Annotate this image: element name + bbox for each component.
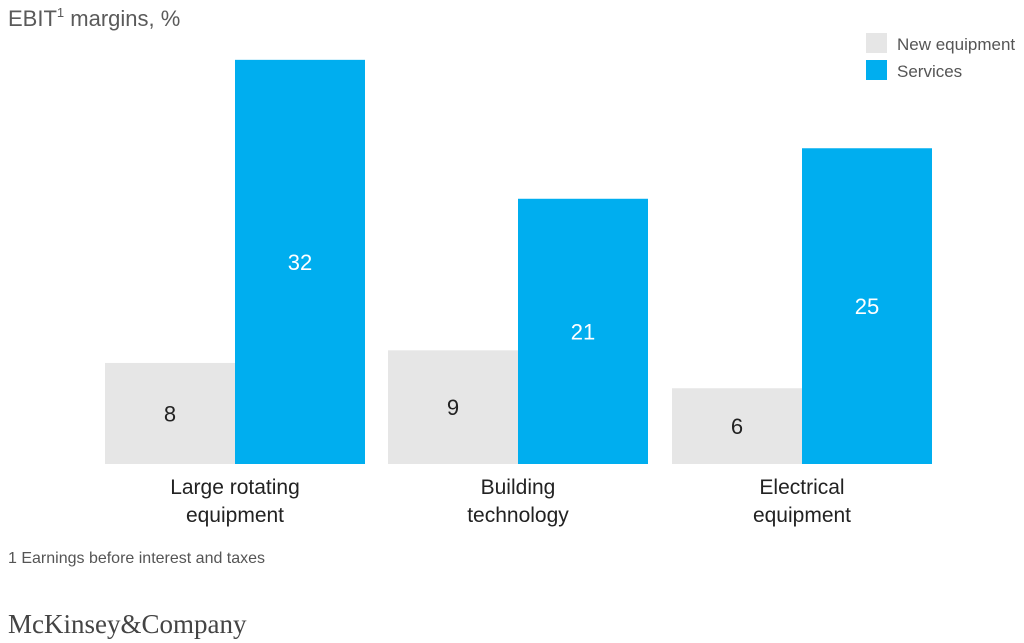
bar-label-new-equipment-large-rotating-equipment: 8 — [164, 401, 176, 426]
bar-label-new-equipment-electrical-equipment: 6 — [731, 414, 743, 439]
category-label-electrical-equipment: Electrical equipment — [753, 476, 851, 527]
bar-label-services-electrical-equipment: 25 — [855, 294, 879, 319]
category-label-building-technology: Building technology — [467, 476, 569, 527]
bars — [105, 59, 932, 465]
bar-new-equipment-electrical-equipment — [672, 388, 802, 464]
footnote: 1 Earnings before interest and taxes — [8, 550, 265, 567]
legend-label-new-equipment: New equipment — [897, 35, 1015, 54]
bar-services-electrical-equipment — [802, 148, 932, 464]
bar-value-labels: 8 32 9 21 6 25 — [164, 250, 879, 439]
bar-label-new-equipment-building-technology: 9 — [447, 395, 459, 420]
bar-new-equipment-large-rotating-equipment — [105, 362, 235, 464]
legend: New equipment Services — [866, 33, 1015, 81]
mckinsey-logo: McKinsey&Company — [8, 609, 247, 639]
bar-new-equipment-building-technology — [388, 350, 518, 464]
legend-swatch-services — [866, 60, 887, 80]
legend-label-services: Services — [897, 62, 962, 81]
bar-label-services-large-rotating-equipment: 32 — [288, 250, 312, 275]
category-label-large-rotating-equipment: Large rotating equipment — [170, 476, 300, 527]
chart-title: EBIT1 margins, % — [8, 5, 180, 31]
legend-swatch-new-equipment — [866, 33, 887, 53]
bar-services-large-rotating-equipment — [235, 59, 365, 465]
category-labels: Large rotating equipment Building technolog… — [170, 476, 851, 527]
bar-services-building-technology — [518, 198, 648, 464]
bar-label-services-building-technology: 21 — [571, 319, 595, 344]
